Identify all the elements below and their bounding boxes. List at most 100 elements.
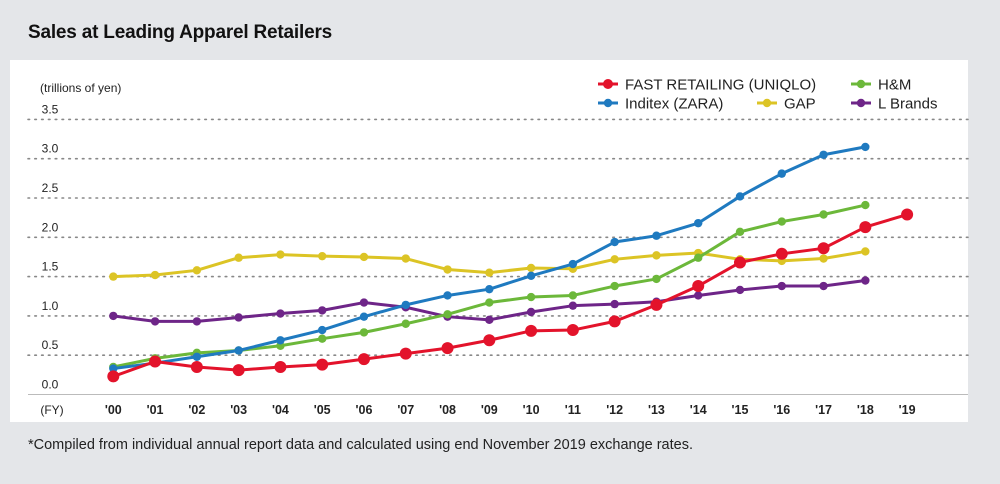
y-tick-label: 0.5 <box>42 338 59 352</box>
x-tick-label: '13 <box>648 403 665 417</box>
data-point <box>318 334 327 343</box>
data-point <box>861 247 870 256</box>
data-point <box>234 346 243 355</box>
data-point <box>526 271 536 281</box>
series-line-fast-retailing-uniqlo- <box>112 213 908 378</box>
data-point <box>819 281 828 291</box>
data-point <box>357 353 370 366</box>
data-point <box>735 285 745 295</box>
data-point <box>692 280 705 293</box>
data-point <box>401 254 410 263</box>
data-point <box>735 192 745 201</box>
legend-swatch-marker <box>856 79 866 89</box>
legend-swatch-marker <box>856 98 866 108</box>
data-point <box>610 281 619 291</box>
data-point <box>359 312 369 321</box>
legend-swatch-marker <box>603 79 613 89</box>
data-point <box>861 276 870 285</box>
data-point <box>568 301 578 310</box>
data-point <box>610 237 619 247</box>
data-point <box>859 221 872 234</box>
x-tick-label: '06 <box>356 403 373 417</box>
data-point <box>819 150 828 159</box>
data-point <box>485 284 494 294</box>
y-tick-label: 3.5 <box>42 102 59 116</box>
legend-label: H&M <box>878 77 911 94</box>
data-point <box>274 360 287 373</box>
data-point <box>192 266 202 275</box>
x-tick-label: '11 <box>565 403 581 417</box>
data-point <box>568 259 578 269</box>
data-point <box>443 310 452 319</box>
data-point <box>694 253 703 262</box>
data-point <box>150 317 160 326</box>
data-point <box>861 142 870 152</box>
data-point <box>190 360 203 373</box>
x-tick-label: '14 <box>690 403 707 417</box>
data-point <box>652 274 661 284</box>
data-point <box>150 270 160 280</box>
y-tick-label: 1.5 <box>42 260 59 274</box>
data-point <box>234 313 243 322</box>
data-point <box>777 217 786 226</box>
data-point <box>608 315 621 328</box>
data-point <box>109 272 118 281</box>
data-point <box>276 250 285 259</box>
data-point <box>359 298 369 307</box>
data-point <box>399 347 412 360</box>
data-point <box>568 291 578 300</box>
legend-label: L Brands <box>878 96 937 113</box>
x-tick-label: '18 <box>857 403 874 417</box>
x-tick-label: '15 <box>732 403 749 417</box>
data-point <box>359 252 369 262</box>
x-tick-label: '17 <box>815 403 832 417</box>
data-point <box>566 324 579 337</box>
data-point <box>652 251 661 260</box>
data-point <box>525 324 538 337</box>
data-point <box>819 210 828 219</box>
data-point <box>735 227 745 236</box>
data-point <box>192 352 202 361</box>
data-point <box>526 307 536 317</box>
data-point <box>149 355 162 368</box>
x-tick-label: '09 <box>481 403 498 417</box>
data-point <box>485 268 494 277</box>
x-tick-label: '00 <box>105 403 122 417</box>
data-point <box>652 231 661 240</box>
data-point <box>232 364 245 377</box>
data-point <box>483 334 496 347</box>
x-tick-label: '16 <box>773 403 790 417</box>
x-tick-label: '03 <box>230 403 247 417</box>
data-point <box>441 342 454 355</box>
data-point <box>401 319 410 328</box>
data-point <box>316 358 329 371</box>
y-tick-label: 3.0 <box>42 142 59 156</box>
data-point <box>817 242 830 255</box>
y-tick-label: 1.0 <box>42 299 59 313</box>
data-point <box>276 309 285 318</box>
data-point <box>734 256 746 269</box>
legend-swatch-marker <box>603 98 613 108</box>
legend-label: Inditex (ZARA) <box>625 96 723 113</box>
data-point <box>401 300 410 310</box>
data-point <box>777 169 786 178</box>
data-point <box>109 364 118 373</box>
data-point <box>819 254 828 263</box>
data-point <box>276 336 285 345</box>
x-tick-label: '19 <box>899 403 916 417</box>
legend-swatch-marker <box>762 98 772 108</box>
y-tick-label: 2.5 <box>42 181 59 195</box>
data-point <box>359 328 369 337</box>
data-point <box>318 325 327 335</box>
data-point <box>694 291 703 300</box>
y-axis-label: (trillions of yen) <box>40 81 121 95</box>
data-point <box>443 291 452 300</box>
legend-label: FAST RETAILING (UNIQLO) <box>625 77 816 94</box>
data-point <box>234 253 243 262</box>
data-point <box>107 370 120 383</box>
data-point <box>777 281 786 291</box>
legend-label: GAP <box>784 96 816 113</box>
data-point <box>775 247 788 260</box>
data-point <box>109 311 118 321</box>
